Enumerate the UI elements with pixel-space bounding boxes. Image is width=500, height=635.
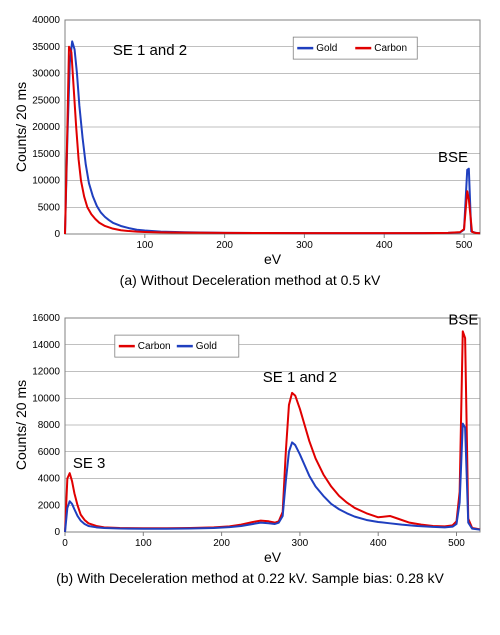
chart-b: 0 2000 4000 6000 8000 10000 12000 14000 16000 0 10…: [10, 308, 490, 586]
svg-text:14000: 14000: [32, 340, 60, 351]
svg-text:35000: 35000: [32, 42, 60, 53]
svg-text:8000: 8000: [38, 420, 61, 431]
svg-text:10000: 10000: [32, 393, 60, 404]
svg-text:Counts/ 20 ms: Counts/ 20 ms: [13, 82, 29, 172]
svg-text:SE 1 and 2: SE 1 and 2: [263, 369, 337, 386]
svg-text:20000: 20000: [32, 122, 60, 133]
svg-text:400: 400: [376, 240, 393, 251]
svg-text:500: 500: [448, 538, 465, 549]
chart-a-svg: 0 5000 10000 15000 20000 25000 30000 35000 40000…: [10, 10, 490, 270]
svg-text:300: 300: [296, 240, 313, 251]
svg-text:5000: 5000: [38, 202, 61, 213]
svg-text:Gold: Gold: [196, 341, 217, 352]
svg-text:12000: 12000: [32, 367, 60, 378]
svg-text:15000: 15000: [32, 149, 60, 160]
svg-text:Carbon: Carbon: [138, 341, 171, 352]
svg-text:10000: 10000: [32, 176, 60, 187]
svg-text:Counts/ 20 ms: Counts/ 20 ms: [13, 380, 29, 470]
svg-text:30000: 30000: [32, 69, 60, 80]
svg-text:0: 0: [62, 538, 68, 549]
svg-text:25000: 25000: [32, 95, 60, 106]
svg-text:40000: 40000: [32, 15, 60, 26]
svg-text:2000: 2000: [38, 500, 61, 511]
svg-text:Gold: Gold: [316, 43, 337, 54]
chart-a: 0 5000 10000 15000 20000 25000 30000 35000 40000…: [10, 10, 490, 288]
svg-text:0: 0: [54, 527, 60, 538]
svg-text:0: 0: [54, 229, 60, 240]
svg-text:6000: 6000: [38, 447, 61, 458]
chart-b-caption: (b) With Deceleration method at 0.22 kV.…: [10, 570, 490, 586]
svg-text:16000: 16000: [32, 313, 60, 324]
svg-text:SE 1 and 2: SE 1 and 2: [113, 42, 187, 59]
svg-text:Carbon: Carbon: [374, 43, 407, 54]
svg-text:eV: eV: [264, 549, 282, 565]
svg-text:4000: 4000: [38, 474, 61, 485]
svg-text:SE 3: SE 3: [73, 455, 106, 472]
svg-text:200: 200: [213, 538, 230, 549]
svg-text:500: 500: [456, 240, 473, 251]
svg-text:400: 400: [370, 538, 387, 549]
svg-text:eV: eV: [264, 251, 282, 267]
svg-text:100: 100: [136, 240, 153, 251]
svg-text:BSE: BSE: [438, 149, 468, 166]
chart-b-svg: 0 2000 4000 6000 8000 10000 12000 14000 16000 0 10…: [10, 308, 490, 568]
svg-text:300: 300: [292, 538, 309, 549]
svg-text:100: 100: [135, 538, 152, 549]
chart-a-caption: (a) Without Deceleration method at 0.5 k…: [10, 272, 490, 288]
svg-text:200: 200: [216, 240, 233, 251]
svg-text:BSE: BSE: [448, 312, 478, 329]
